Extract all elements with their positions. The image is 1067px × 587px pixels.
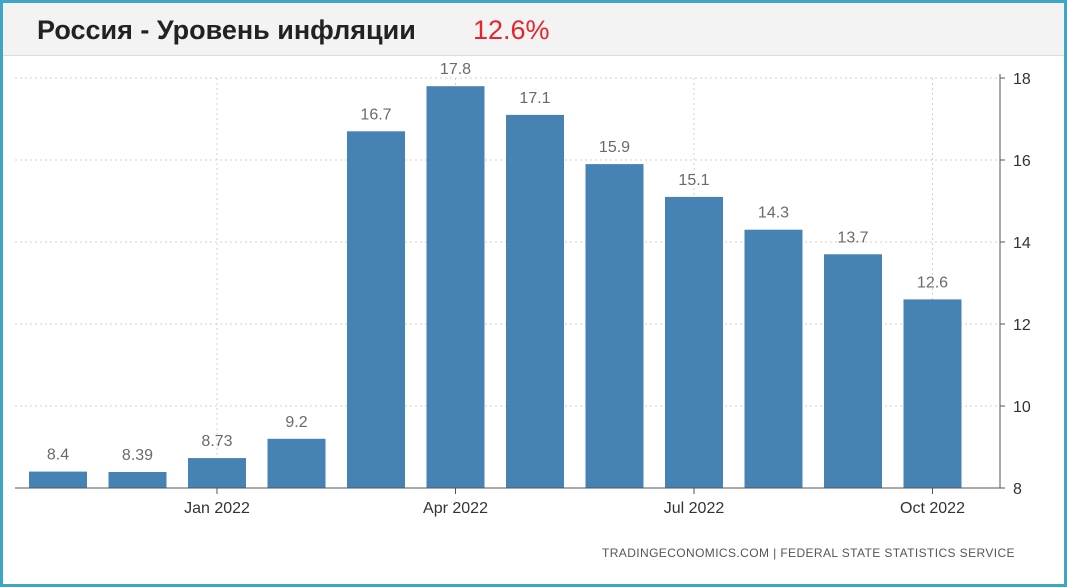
bar (585, 164, 644, 488)
data-label: 8.39 (122, 447, 153, 464)
x-tick-label: Jan 2022 (184, 500, 250, 517)
chart-title: Россия - Уровень инфляции (37, 15, 416, 45)
chart-header: Россия - Уровень инфляции 12.6% (3, 3, 1064, 56)
bar (426, 86, 485, 488)
bar (108, 472, 167, 488)
data-label: 9.2 (285, 414, 307, 431)
bar (903, 299, 962, 488)
y-tick-label: 14 (1013, 235, 1031, 252)
bar (665, 196, 723, 488)
data-label: 8.4 (47, 447, 69, 464)
data-label: 15.9 (599, 139, 630, 156)
y-tick-label: 8 (1013, 481, 1022, 498)
data-label: 15.1 (678, 172, 709, 189)
bar (267, 438, 326, 488)
x-tick-label: Jul 2022 (664, 500, 725, 517)
y-tick-label: 16 (1013, 153, 1031, 170)
data-label: 16.7 (360, 106, 391, 123)
y-tick-label: 18 (1013, 71, 1031, 88)
x-tick-label: Apr 2022 (423, 500, 488, 517)
data-label: 17.8 (440, 61, 471, 78)
data-label: 13.7 (837, 229, 868, 246)
bar (188, 458, 246, 488)
y-tick-label: 12 (1013, 317, 1031, 334)
bar (29, 471, 87, 488)
x-tick-label: Oct 2022 (900, 500, 965, 517)
data-label: 12.6 (917, 274, 948, 291)
bar (824, 254, 882, 488)
bar (744, 229, 803, 488)
source-attribution: TRADINGECONOMICS.COM | FEDERAL STATE STA… (602, 546, 1015, 560)
headline-value: 12.6% (473, 15, 550, 45)
y-tick-label: 10 (1013, 399, 1031, 416)
bar (347, 131, 405, 489)
data-label: 14.3 (758, 205, 789, 222)
data-label: 17.1 (519, 90, 550, 107)
data-label: 8.73 (201, 433, 232, 450)
bar (506, 114, 564, 489)
